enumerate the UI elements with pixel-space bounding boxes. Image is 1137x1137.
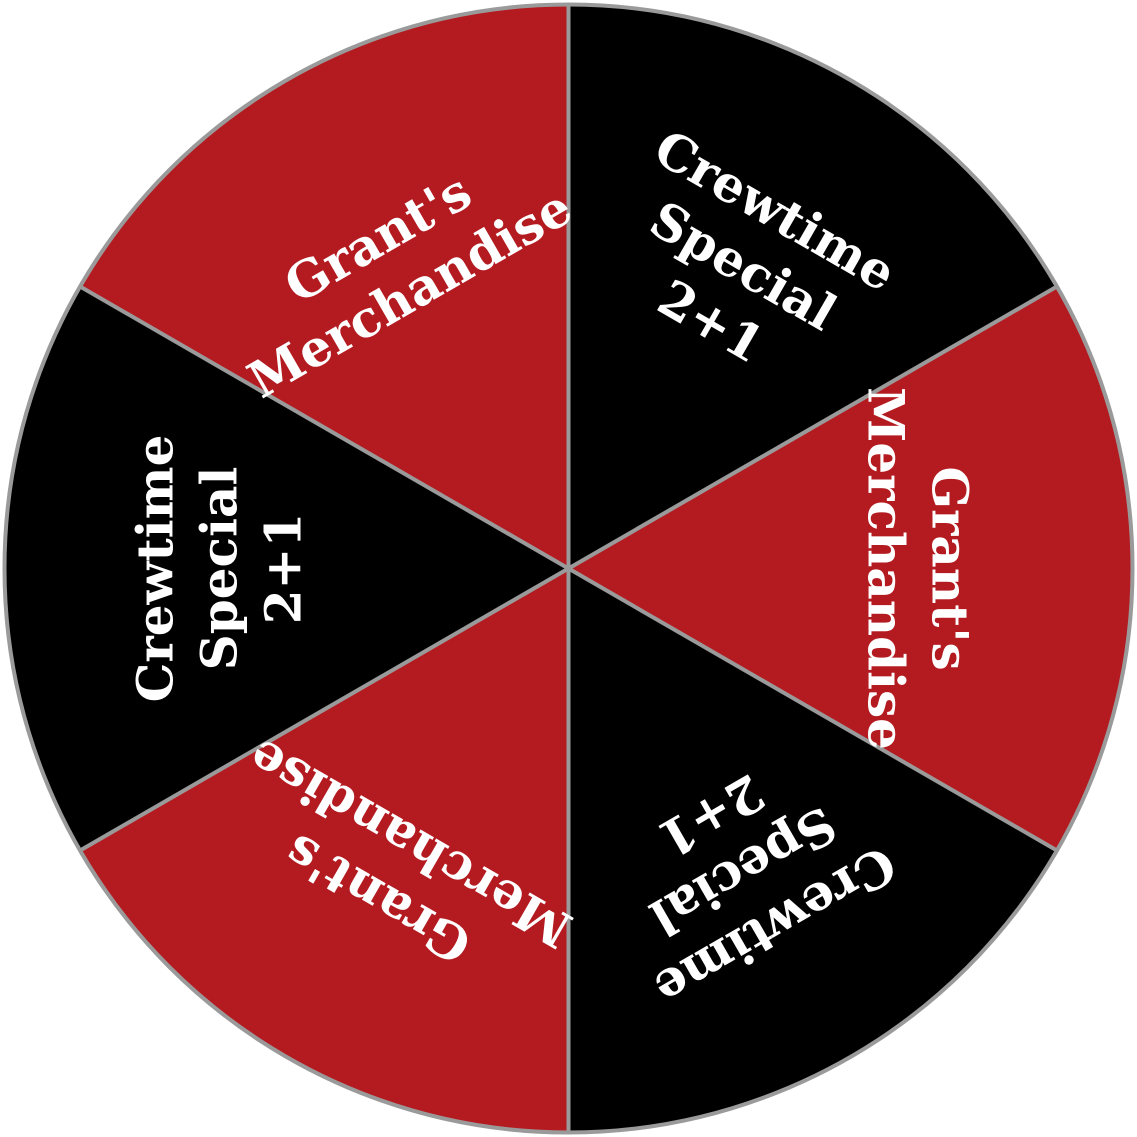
segment-label-line: Special xyxy=(190,467,249,671)
wheel-segment xyxy=(568,286,1133,851)
wheel-segment xyxy=(80,568,569,1133)
wheel-segments xyxy=(4,4,1133,1133)
segment-label-line: 2+1 xyxy=(254,513,313,624)
wheel-segment xyxy=(4,286,569,851)
wheel-segment xyxy=(568,4,1057,569)
segment-label-line: Grant's xyxy=(921,466,980,670)
segment-label-line: Crewtime xyxy=(126,435,185,703)
segment-divider xyxy=(79,284,570,571)
wheel-segment xyxy=(568,568,1057,1133)
wheel-dividers xyxy=(79,4,1058,1133)
wheel-segment xyxy=(80,4,569,569)
segment-divider xyxy=(79,566,570,853)
segment-label-line: Merchandise xyxy=(857,387,916,750)
segment-divider xyxy=(567,566,1058,853)
segment-divider xyxy=(567,284,1058,571)
